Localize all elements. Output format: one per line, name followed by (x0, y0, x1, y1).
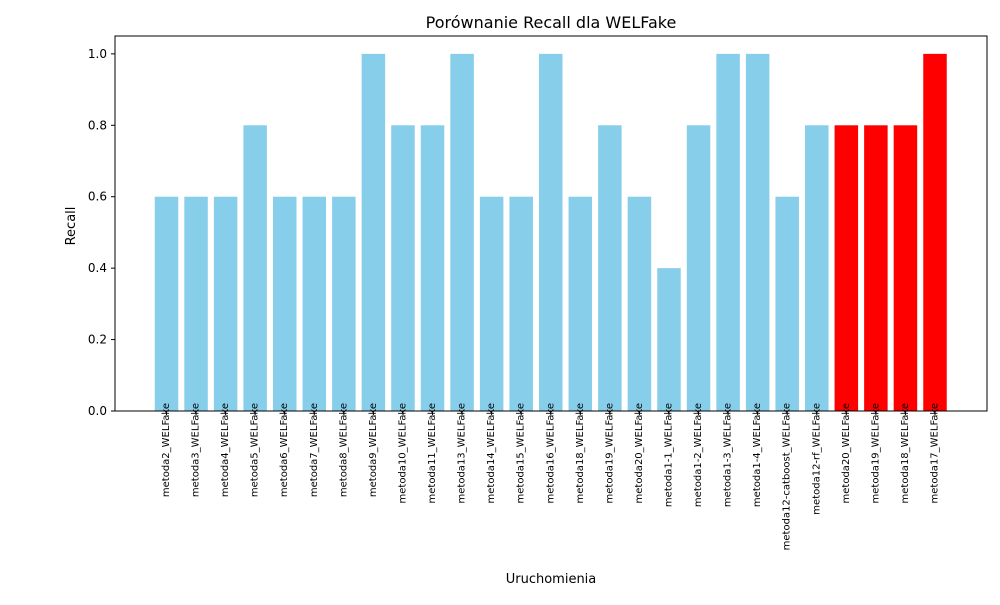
bar-1 (154, 196, 179, 411)
x-tick-label: metoda19_WELFake (604, 403, 615, 503)
bar-16 (598, 125, 622, 411)
plot-frame (114, 35, 988, 412)
y-tick-label: 0.0 (88, 404, 107, 418)
x-tick-label: metoda16_WELFake (545, 403, 556, 503)
bar-25 (864, 125, 888, 411)
bar-26 (893, 125, 918, 411)
bar-17 (627, 196, 652, 411)
x-tick-label: metoda12-catboost_WELFake (782, 403, 793, 550)
bar-9 (391, 125, 415, 411)
bar-3 (213, 196, 238, 411)
y-tick-label: 0.6 (88, 190, 107, 204)
bar-4 (243, 125, 267, 411)
bar-12 (479, 196, 504, 411)
bar-8 (361, 53, 386, 412)
bar-22 (775, 196, 799, 411)
bar-15 (568, 196, 593, 411)
x-tick-label: metoda1-3_WELFake (723, 403, 734, 507)
bar-10 (420, 125, 445, 411)
x-tick-label: metoda9_WELFake (368, 403, 379, 497)
bar-6 (302, 196, 327, 411)
x-tick-label: metoda1-1_WELFake (663, 403, 674, 507)
x-tick-label: metoda18_WELFake (575, 403, 586, 503)
bar-11 (450, 53, 474, 412)
x-tick-label: metoda19_WELFake (870, 403, 881, 503)
bar-20 (716, 53, 740, 412)
bar-23 (805, 125, 829, 411)
x-tick-label: metoda5_WELFake (250, 403, 261, 497)
bar-14 (539, 53, 563, 412)
bar-7 (332, 196, 356, 411)
bar-2 (184, 196, 208, 411)
x-tick-label: metoda2_WELFake (161, 403, 172, 497)
x-axis-label: Uruchomienia (506, 572, 597, 587)
x-tick-label: metoda8_WELFake (338, 403, 349, 497)
y-tick-label: 0.2 (88, 333, 107, 347)
x-axis: metoda2_WELFake metoda3_WELFake metoda4_WE… (161, 403, 941, 550)
x-tick-label: metoda12-rf_WELFake (811, 403, 822, 515)
x-tick-label: metoda4_WELFake (220, 403, 231, 497)
x-tick-label: metoda10_WELFake (397, 403, 408, 503)
x-tick-label: metoda20_WELFake (634, 403, 645, 503)
x-tick-label: metoda11_WELFake (427, 403, 438, 503)
x-tick-label: metoda18_WELFake (900, 403, 911, 503)
bar-24 (834, 125, 859, 411)
bar-27 (923, 53, 947, 412)
x-tick-label: metoda17_WELFake (930, 403, 941, 503)
x-tick-label: metoda3_WELFake (191, 403, 202, 497)
x-tick-label: metoda13_WELFake (457, 403, 468, 503)
x-tick-label: metoda7_WELFake (309, 403, 320, 497)
bar-13 (509, 196, 533, 411)
y-tick-label: 0.8 (88, 118, 107, 132)
bar-21 (745, 53, 770, 412)
x-tick-label: metoda15_WELFake (516, 403, 527, 503)
x-tick-label: metoda1-4_WELFake (752, 403, 763, 507)
bars-layer (154, 53, 947, 412)
y-tick-label: 1.0 (88, 47, 107, 61)
x-tick-label: metoda6_WELFake (279, 403, 290, 497)
x-tick-label: metoda1-2_WELFake (693, 403, 704, 507)
x-tick-label: metoda14_WELFake (486, 403, 497, 503)
bar-5 (272, 196, 297, 411)
y-tick-label: 0.4 (88, 261, 107, 275)
bar-19 (686, 125, 711, 411)
y-axis: 0.0 0.2 0.4 0.6 0.8 1.0 (88, 47, 115, 418)
y-axis-label: Recall (64, 207, 79, 246)
chart-title: Porównanie Recall dla WELFake (426, 13, 677, 32)
bar-18 (657, 268, 681, 411)
x-tick-label: metoda20_WELFake (841, 403, 852, 503)
